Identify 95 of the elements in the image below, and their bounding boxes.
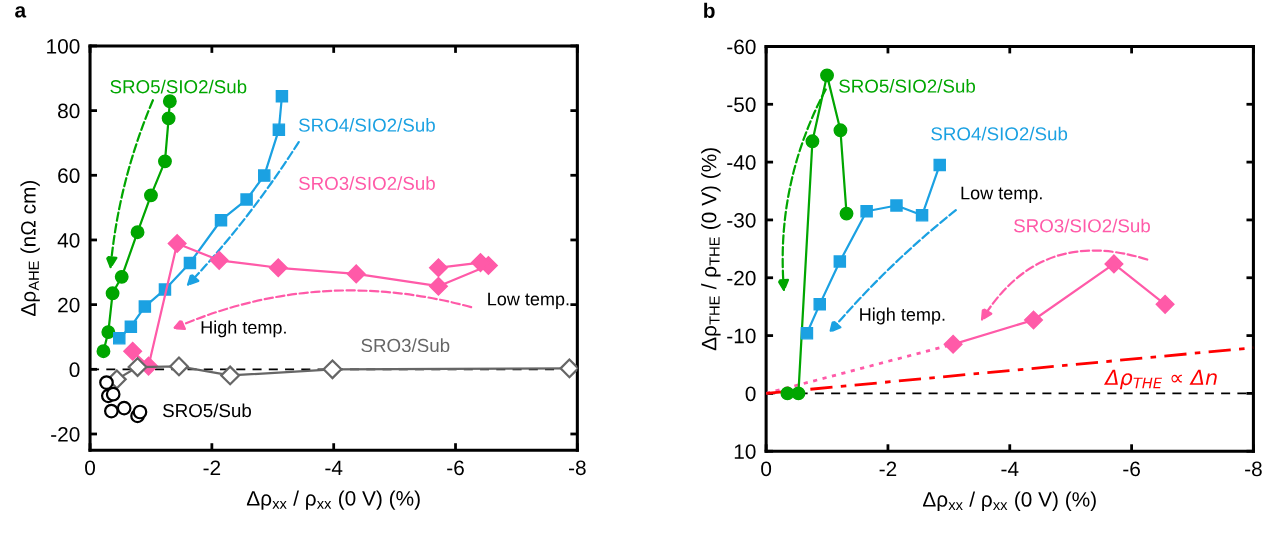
series-label: SRO5/Sub xyxy=(163,403,252,418)
y-tick-label: -30 xyxy=(727,212,756,228)
x-tick-label: -6 xyxy=(447,460,464,476)
point xyxy=(123,341,143,361)
y-tick-label: 10 xyxy=(734,444,756,459)
series-label: SRO5/SIO2/Sub xyxy=(110,79,247,94)
point xyxy=(104,403,119,419)
point xyxy=(116,400,132,416)
point xyxy=(240,193,253,206)
series-label: SRO4/SIO2/Sub xyxy=(931,126,1068,141)
x-tick-label: -2 xyxy=(879,461,897,477)
point xyxy=(183,256,197,270)
point xyxy=(275,90,289,103)
y-axis-title: Δρ$_{THE}$ / ρ$_{THE}$ (0 V) (%) xyxy=(701,148,721,351)
x-tick-label: -2 xyxy=(203,460,221,475)
point xyxy=(272,123,286,136)
point xyxy=(130,225,145,240)
x-tick-label: -8 xyxy=(569,460,586,476)
point xyxy=(800,327,814,340)
point xyxy=(1023,310,1044,330)
point xyxy=(268,258,288,278)
annotation: Low temp. xyxy=(488,292,569,310)
point xyxy=(915,209,929,222)
point xyxy=(833,123,848,138)
point xyxy=(158,154,172,169)
point xyxy=(220,365,241,386)
chart-title: b xyxy=(704,2,715,19)
point xyxy=(132,404,148,420)
point xyxy=(813,298,826,311)
point xyxy=(839,206,854,221)
y-tick-label: 80 xyxy=(58,103,80,119)
y-tick-label: 100 xyxy=(47,38,80,54)
point xyxy=(162,94,177,109)
x-tick-label: -4 xyxy=(325,460,343,475)
series-label: SRO3/Sub xyxy=(361,338,450,353)
text: SRO3/SIO2/Sub xyxy=(1014,218,1150,233)
point xyxy=(820,68,834,83)
y-tick-label: 60 xyxy=(58,168,80,184)
point xyxy=(138,300,152,313)
y-tick-label: -20 xyxy=(727,270,756,286)
point xyxy=(114,269,129,284)
point xyxy=(933,158,946,172)
point xyxy=(209,250,229,270)
y-tick-label: -20 xyxy=(51,426,80,442)
y-tick-label: -60 xyxy=(727,39,756,55)
y-tick-label: -40 xyxy=(727,155,756,170)
x-axis-title: Δρ$_{xx}$ / ρ$_{xx}$ (0 V) (%) xyxy=(246,490,420,510)
point xyxy=(105,386,121,402)
y-tick-label: 20 xyxy=(58,297,80,313)
point xyxy=(1104,254,1124,274)
point xyxy=(890,199,903,212)
y-tick-label: 40 xyxy=(57,232,80,248)
annotation: Low temp. xyxy=(961,186,1042,204)
point xyxy=(99,375,114,390)
x-tick-label: -4 xyxy=(1001,461,1019,477)
point xyxy=(791,386,806,401)
point xyxy=(144,188,158,203)
point xyxy=(96,344,111,359)
point xyxy=(346,264,366,284)
x-tick-label: 0 xyxy=(85,460,96,476)
point xyxy=(805,134,820,149)
annotation: Δρ$_{THE}$ ∝ Δn xyxy=(1103,369,1217,390)
point xyxy=(428,276,448,296)
x-tick-label: -6 xyxy=(1123,461,1140,477)
point xyxy=(258,169,271,182)
annotation: High temp. xyxy=(860,307,945,325)
y-tick-label: -50 xyxy=(727,97,756,113)
point xyxy=(322,359,343,380)
point xyxy=(943,334,963,354)
point xyxy=(167,233,187,254)
y-tick-label: 0 xyxy=(69,362,80,378)
chart-title: a xyxy=(15,6,27,18)
point xyxy=(428,258,448,278)
annotation: High temp. xyxy=(201,320,286,338)
point xyxy=(124,320,138,333)
text: SRO3/SIO2/Sub xyxy=(298,176,435,191)
series-label: SRO5/SIO2/Sub xyxy=(839,79,976,93)
point xyxy=(860,205,873,218)
x-tick-label: 0 xyxy=(761,461,772,477)
point xyxy=(169,356,189,377)
point xyxy=(1155,294,1175,314)
point xyxy=(101,325,116,340)
y-tick-label: -10 xyxy=(727,328,756,344)
y-axis-title: Δρ$_{AHE}$ (nΩ cm) xyxy=(20,181,40,316)
point xyxy=(127,357,148,377)
y-tick-label: 0 xyxy=(745,386,756,402)
x-tick-label: -8 xyxy=(1245,461,1262,477)
point xyxy=(161,111,176,126)
point xyxy=(214,213,228,227)
point xyxy=(833,255,847,268)
point xyxy=(105,286,120,301)
point xyxy=(113,332,126,345)
point xyxy=(559,358,578,379)
x-axis-title: Δρ$_{xx}$ / ρ$_{xx}$ (0 V) (%) xyxy=(923,491,1096,511)
series-label: SRO4/SIO2/Sub xyxy=(298,118,435,132)
